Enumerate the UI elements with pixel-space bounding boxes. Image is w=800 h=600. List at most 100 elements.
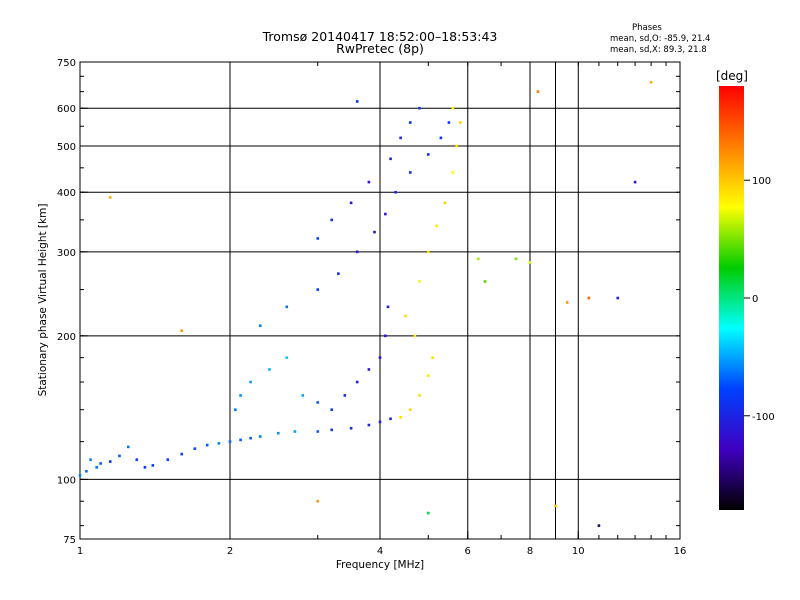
data-point xyxy=(536,90,540,93)
data-point xyxy=(483,280,487,283)
data-point xyxy=(234,408,237,412)
data-point xyxy=(349,426,353,430)
data-point xyxy=(597,524,601,527)
data-point xyxy=(447,121,451,124)
data-point xyxy=(378,420,382,424)
data-point xyxy=(293,430,297,433)
grid-lines xyxy=(80,62,680,539)
colorbar-tick-label: 0 xyxy=(752,294,758,305)
data-point xyxy=(330,218,334,222)
data-point xyxy=(355,250,359,254)
data-point xyxy=(135,458,139,461)
data-point xyxy=(249,380,252,384)
y-tick-label: 400 xyxy=(57,188,76,199)
data-point xyxy=(413,334,417,338)
data-point xyxy=(316,430,320,433)
data-point xyxy=(205,443,209,447)
data-point xyxy=(285,356,289,359)
data-point xyxy=(276,431,280,435)
data-point xyxy=(285,305,289,309)
data-point xyxy=(355,380,359,384)
data-point xyxy=(151,464,155,467)
data-point xyxy=(330,408,334,412)
data-point xyxy=(394,190,397,194)
y-tick-label: 100 xyxy=(57,475,76,486)
y-tick-label: 75 xyxy=(63,535,76,546)
x-tick-label: 4 xyxy=(377,546,383,557)
data-point xyxy=(249,436,252,440)
data-point xyxy=(418,280,421,283)
data-point xyxy=(389,417,392,421)
data-point xyxy=(349,201,353,205)
data-point xyxy=(373,230,376,234)
data-point xyxy=(367,180,371,184)
data-point xyxy=(389,157,392,161)
data-point xyxy=(514,257,518,261)
data-point xyxy=(180,329,184,332)
data-point xyxy=(443,201,447,205)
data-points xyxy=(78,80,653,527)
data-point xyxy=(258,324,262,328)
data-point xyxy=(426,250,430,254)
data-point xyxy=(239,438,242,442)
x-tick-label: 10 xyxy=(572,546,585,557)
phase-stats-heading: Phases xyxy=(632,23,662,33)
colorbar-label: [deg] xyxy=(716,69,748,83)
data-point xyxy=(451,171,455,174)
x-axis-label: Frequency [MHz] xyxy=(336,559,424,571)
data-point xyxy=(239,394,242,397)
data-point xyxy=(404,314,407,318)
chart-title: Tromsø 20140417 18:52:00–18:53:43 xyxy=(262,29,498,44)
y-tick-label: 750 xyxy=(57,58,76,69)
data-point xyxy=(180,452,184,456)
data-point xyxy=(384,334,387,338)
x-tick-label: 6 xyxy=(465,546,471,557)
y-tick-label: 200 xyxy=(57,332,76,343)
data-point xyxy=(455,144,458,148)
data-point xyxy=(78,474,82,477)
data-point xyxy=(85,469,88,473)
data-point xyxy=(89,458,92,461)
x-tick-label: 16 xyxy=(674,546,687,557)
data-point xyxy=(587,296,591,300)
data-point xyxy=(565,301,569,304)
data-point xyxy=(343,394,347,397)
data-point xyxy=(95,466,98,469)
data-point xyxy=(435,224,439,228)
data-point xyxy=(528,261,532,264)
data-point xyxy=(399,415,402,419)
data-point xyxy=(616,296,620,300)
data-point xyxy=(367,423,371,427)
colorbar-tick-label: 100 xyxy=(752,176,771,187)
x-tick-label: 8 xyxy=(527,546,533,557)
data-point xyxy=(330,428,334,432)
data-point xyxy=(418,106,421,110)
data-point xyxy=(633,180,637,184)
data-point xyxy=(408,171,412,174)
data-point xyxy=(459,121,462,124)
phase-stats-o: mean, sd,O: -85.9, 21.4 xyxy=(610,34,711,44)
data-point xyxy=(166,458,170,461)
data-point xyxy=(439,136,443,140)
data-point xyxy=(228,440,232,443)
data-point xyxy=(477,257,480,261)
y-tick-label: 500 xyxy=(57,142,76,153)
data-point xyxy=(431,356,434,359)
data-point xyxy=(99,462,102,465)
data-point xyxy=(378,356,382,359)
data-point xyxy=(355,100,359,103)
data-point xyxy=(217,442,221,445)
x-tick-label: 2 xyxy=(227,546,233,557)
y-axis-label: Stationary phase Virtual Height [km] xyxy=(37,204,49,397)
colorbar: [deg] 100 0 -100 xyxy=(716,69,775,510)
axes: 1 2 4 6 8 10 16 75 100 200 300 400 500 600 750 xyxy=(57,58,686,557)
data-point xyxy=(301,394,305,397)
data-point xyxy=(337,272,340,275)
data-point xyxy=(108,196,112,199)
data-point xyxy=(399,136,402,140)
data-point xyxy=(426,153,430,156)
data-point xyxy=(316,499,320,503)
data-point xyxy=(367,368,371,371)
data-point xyxy=(118,454,121,458)
data-point xyxy=(268,368,271,371)
